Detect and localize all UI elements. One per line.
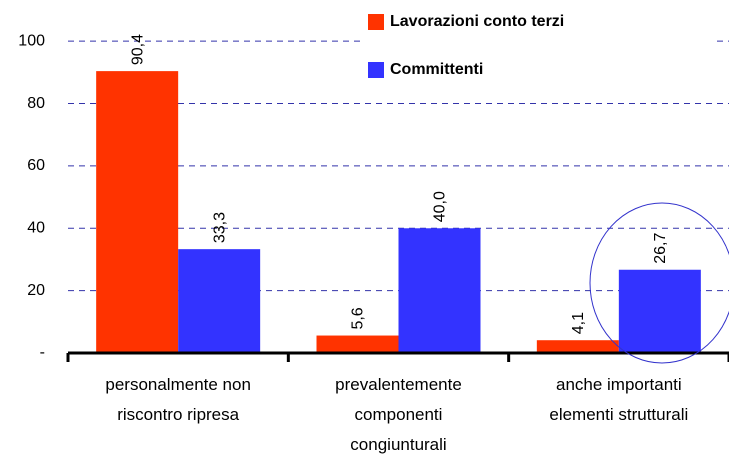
legend-swatch (368, 14, 384, 30)
value-label: 4,1 (570, 312, 587, 334)
bar (96, 71, 179, 353)
bar (618, 269, 701, 353)
y-tick-label: 80 (27, 95, 45, 112)
bar (316, 335, 399, 353)
legend-label: Committenti (390, 61, 483, 78)
bar (536, 340, 619, 353)
y-tick-label: - (40, 344, 45, 361)
bar (398, 228, 481, 353)
bar (178, 249, 261, 353)
value-label: 33,3 (211, 212, 228, 243)
value-label: 26,7 (652, 233, 669, 264)
highlight-ellipse (589, 202, 729, 364)
x-tick-label: prevalentemente componenti congiunturali (335, 375, 462, 454)
x-tick-label: personalmente non riscontro ripresa (105, 375, 251, 424)
value-label: 40,0 (432, 191, 449, 222)
legend-swatch (368, 62, 384, 78)
legend-background (362, 4, 712, 92)
legend: Lavorazioni conto terzi Committenti (362, 4, 712, 92)
y-tick-label: 60 (27, 157, 45, 174)
value-label: 5,6 (350, 307, 367, 329)
y-tick-label: 100 (18, 32, 45, 49)
x-tick-label: anche importanti elementi strutturali (549, 375, 689, 424)
y-tick-label: 40 (27, 219, 45, 236)
value-label: 90,4 (129, 34, 146, 65)
legend-label: Lavorazioni conto terzi (390, 13, 564, 30)
y-tick-label: 20 (27, 282, 45, 299)
